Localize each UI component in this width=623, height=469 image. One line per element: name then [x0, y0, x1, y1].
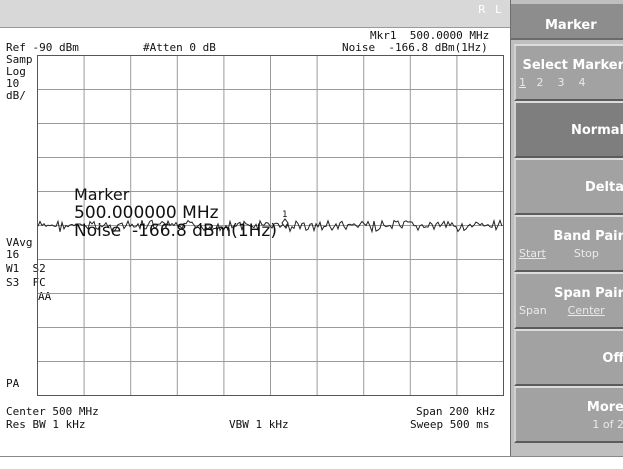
- marker-options: 1 2 3 4: [519, 76, 623, 89]
- more-softkey[interactable]: More 1 of 2: [514, 386, 623, 443]
- band-pair-start: Start: [519, 247, 546, 260]
- video-bandwidth: VBW 1 kHz: [229, 418, 289, 431]
- scale-type: Log: [6, 65, 26, 78]
- marker-readout-frequency: 500.000000 MHz: [74, 203, 219, 223]
- off-softkey[interactable]: Off: [514, 329, 623, 386]
- delta-softkey[interactable]: Delta: [514, 158, 623, 215]
- band-pair-label: Band Pair: [553, 229, 623, 244]
- marker-option-3[interactable]: 3: [557, 76, 565, 89]
- marker-frequency-header: Mkr1 500.0000 MHz: [370, 29, 490, 42]
- marker-readout: Marker 500.000000 MHz Noise -166.8 dBm(1…: [74, 185, 277, 241]
- scale-unit: dB/: [6, 89, 26, 102]
- sweep-time: Sweep 500 ms: [410, 418, 490, 431]
- video-average: VAvg: [6, 236, 33, 249]
- softkey-menu: Marker Select Marker 1 2 3 4 Normal Delt…: [510, 0, 623, 456]
- center-frequency: Center 500 MHz: [6, 405, 99, 418]
- menu-title-text: Marker: [545, 18, 597, 33]
- normal-softkey[interactable]: Normal: [514, 101, 623, 158]
- noise-trace: [37, 218, 503, 234]
- marker-readout-title: Marker: [74, 185, 130, 204]
- marker-readout-noise: Noise -166.8 dBm(1Hz): [74, 221, 277, 241]
- span-pair-sub: Span Center: [519, 304, 623, 317]
- graticule-border: [37, 55, 504, 396]
- span-pair-center: Center: [567, 304, 605, 317]
- delta-label: Delta: [584, 180, 623, 195]
- span-pair-label: Span Pair: [553, 286, 623, 301]
- reference-level: Ref -90 dBm: [6, 41, 79, 54]
- marker-option-1[interactable]: 1: [519, 76, 526, 89]
- more-label: More: [586, 400, 623, 415]
- normal-label: Normal: [571, 123, 623, 138]
- off-label: Off: [602, 351, 623, 366]
- average-count: 16: [6, 248, 20, 261]
- marker-diamond: [281, 218, 289, 228]
- band-pair-softkey[interactable]: Band Pair Start Stop: [514, 215, 623, 272]
- span-pair-softkey[interactable]: Span Pair Span Center: [514, 272, 623, 329]
- band-pair-stop: Stop: [573, 247, 599, 260]
- status-bar: R L: [0, 0, 510, 28]
- select-marker-label: Select Marker: [522, 58, 623, 73]
- trace-flags-s3fc: S3 FC: [6, 276, 46, 289]
- scale-value: 10: [6, 77, 20, 90]
- marker-1[interactable]: 1: [281, 210, 289, 228]
- frequency-span: Span 200 kHz: [416, 405, 496, 418]
- menu-title: Marker: [511, 4, 623, 40]
- band-pair-sub: Start Stop: [519, 247, 623, 260]
- span-pair-span: Span: [519, 304, 547, 317]
- detector-samp: Samp: [6, 53, 33, 66]
- preamp-indicator: PA: [6, 377, 20, 390]
- rl-indicator: R L: [478, 3, 505, 16]
- more-page: 1 of 2: [592, 418, 623, 431]
- marker-number: 1: [282, 210, 287, 220]
- message-strip: [0, 456, 623, 469]
- trace-flags-w1s2: W1 S2: [6, 262, 46, 275]
- analyzer-screen: R L Mkr1 500.0000 MHz Ref -90 dBm #Atten…: [0, 0, 510, 431]
- attenuation: #Atten 0 dB: [143, 41, 216, 54]
- marker-option-4[interactable]: 4: [578, 76, 586, 89]
- noise-header: Noise -166.8 dBm(1Hz): [342, 41, 488, 54]
- resolution-bandwidth: Res BW 1 kHz: [6, 418, 86, 431]
- marker-option-2[interactable]: 2: [536, 76, 544, 89]
- select-marker-softkey[interactable]: Select Marker 1 2 3 4: [514, 44, 623, 101]
